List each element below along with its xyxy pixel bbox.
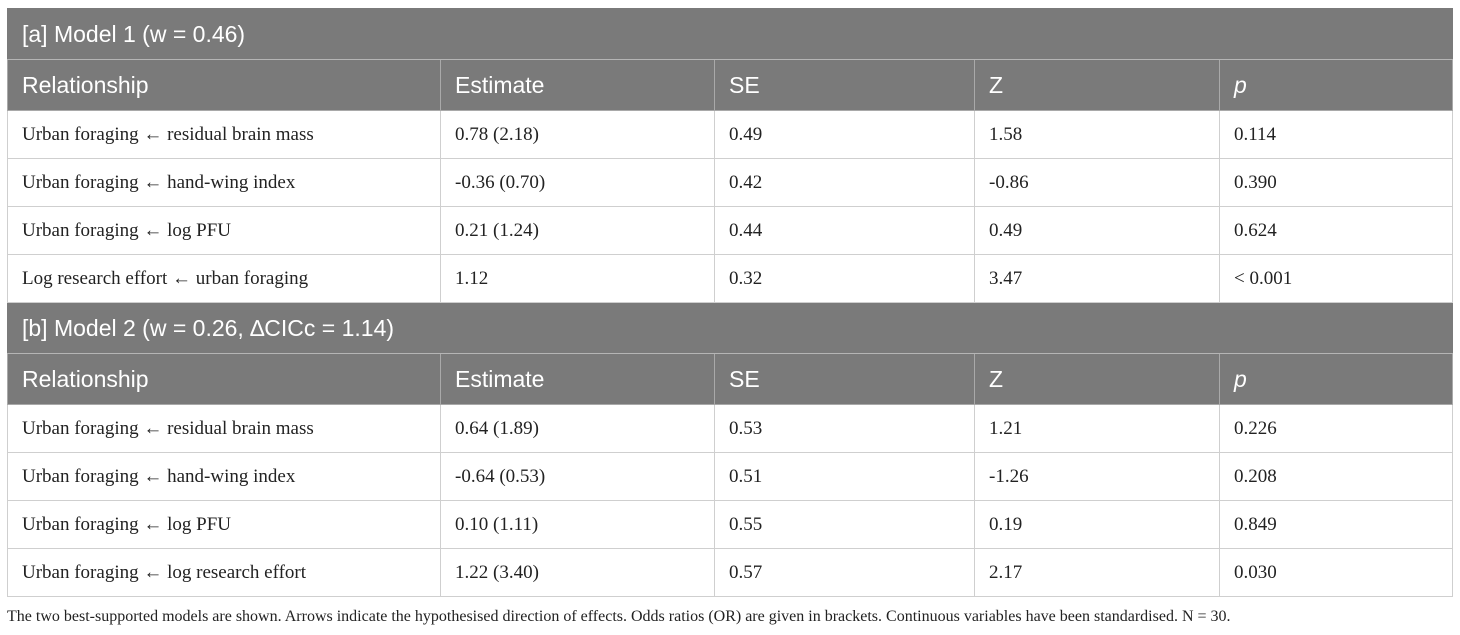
table-row: Urban foraging ← residual brain mass 0.78… (7, 110, 1454, 159)
table-row: Urban foraging ← log PFU 0.10 (1.11) 0.55 0… (7, 500, 1454, 549)
cell-relationship: Urban foraging ← residual brain mass (7, 110, 441, 159)
cell-relationship: Urban foraging ← hand-wing index (7, 452, 441, 501)
cell-p: < 0.001 (1218, 254, 1454, 303)
cell-se: 0.42 (714, 158, 975, 207)
cell-estimate: 0.64 (1.89) (440, 404, 715, 453)
table-row: Log research effort ← urban foraging 1.12… (7, 254, 1454, 303)
column-header-relationship: Relationship (7, 59, 441, 111)
cell-z: 0.49 (974, 206, 1220, 255)
cell-se: 0.44 (714, 206, 975, 255)
column-header-estimate: Estimate (440, 353, 715, 405)
cell-p: 0.624 (1218, 206, 1454, 255)
cell-relationship: Urban foraging ← hand-wing index (7, 158, 441, 207)
section-header-model1: [a] Model 1 (w = 0.46) (6, 8, 1454, 60)
cell-p: 0.030 (1218, 548, 1454, 597)
cell-p: 0.226 (1218, 404, 1454, 453)
section-title: [b] Model 2 (w = 0.26, ∆CICc = 1.14) (6, 302, 1454, 354)
cell-estimate: 0.21 (1.24) (440, 206, 715, 255)
cell-z: 3.47 (974, 254, 1220, 303)
table-row: Urban foraging ← hand-wing index -0.36 (0… (7, 158, 1454, 207)
column-header-estimate: Estimate (440, 59, 715, 111)
table-row: Urban foraging ← hand-wing index -0.64 (0… (7, 452, 1454, 501)
cell-se: 0.55 (714, 500, 975, 549)
cell-se: 0.53 (714, 404, 975, 453)
section-title: [a] Model 1 (w = 0.46) (6, 8, 1454, 60)
cell-estimate: 0.10 (1.11) (440, 500, 715, 549)
column-header-se: SE (714, 59, 975, 111)
table-footnote: The two best-supported models are shown.… (7, 608, 1231, 625)
cell-p: 0.849 (1218, 500, 1454, 549)
table-row: Urban foraging ← log research effort 1.22… (7, 548, 1454, 597)
results-table: [a] Model 1 (w = 0.46) Relationship Estima… (6, 8, 1454, 597)
cell-relationship: Urban foraging ← residual brain mass (7, 404, 441, 453)
cell-p: 0.208 (1218, 452, 1454, 501)
cell-estimate: -0.64 (0.53) (440, 452, 715, 501)
results-table-container: [a] Model 1 (w = 0.46) Relationship Estima… (6, 8, 1454, 597)
cell-estimate: 0.78 (2.18) (440, 110, 715, 159)
cell-se: 0.49 (714, 110, 975, 159)
column-header-p: p (1218, 59, 1454, 111)
cell-z: -1.26 (974, 452, 1220, 501)
section-header-model2: [b] Model 2 (w = 0.26, ∆CICc = 1.14) (6, 302, 1454, 354)
table-row: Urban foraging ← residual brain mass 0.64… (7, 404, 1454, 453)
cell-estimate: 1.12 (440, 254, 715, 303)
table-row: Urban foraging ← log PFU 0.21 (1.24) 0.44 0… (7, 206, 1454, 255)
cell-estimate: -0.36 (0.70) (440, 158, 715, 207)
cell-relationship: Urban foraging ← log PFU (7, 206, 441, 255)
column-header-z: Z (974, 59, 1220, 111)
cell-relationship: Log research effort ← urban foraging (7, 254, 441, 303)
cell-z: 0.19 (974, 500, 1220, 549)
cell-relationship: Urban foraging ← log PFU (7, 500, 441, 549)
cell-p: 0.390 (1218, 158, 1454, 207)
cell-estimate: 1.22 (3.40) (440, 548, 715, 597)
cell-z: 1.21 (974, 404, 1220, 453)
cell-z: 2.17 (974, 548, 1220, 597)
cell-se: 0.51 (714, 452, 975, 501)
cell-z: -0.86 (974, 158, 1220, 207)
column-header-z: Z (974, 353, 1220, 405)
cell-se: 0.57 (714, 548, 975, 597)
cell-se: 0.32 (714, 254, 975, 303)
cell-p: 0.114 (1218, 110, 1454, 159)
cell-relationship: Urban foraging ← log research effort (7, 548, 441, 597)
column-header-se: SE (714, 353, 975, 405)
cell-z: 1.58 (974, 110, 1220, 159)
column-header-p: p (1218, 353, 1454, 405)
column-header-relationship: Relationship (7, 353, 441, 405)
